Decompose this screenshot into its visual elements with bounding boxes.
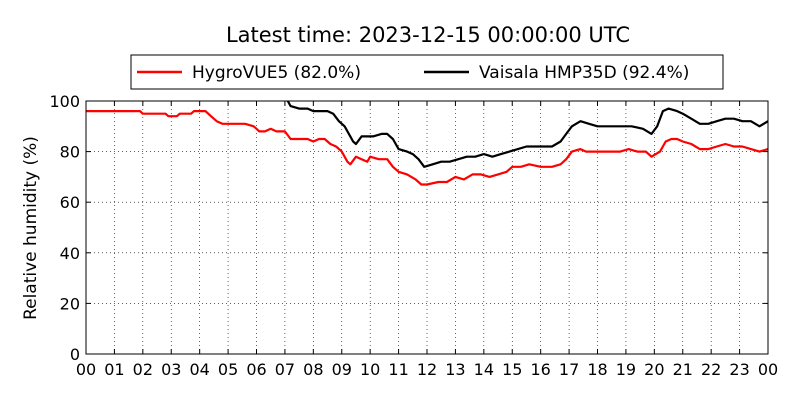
series-lines xyxy=(86,101,768,186)
y-tick-label: 40 xyxy=(60,244,80,263)
legend: HygroVUE5 (82.0%) Vaisala HMP35D (92.4%) xyxy=(130,54,724,90)
x-tick-label: 22 xyxy=(701,360,721,379)
x-tick-label: 02 xyxy=(133,360,153,379)
x-tick-label: 03 xyxy=(161,360,181,379)
x-tick-label: 00 xyxy=(758,360,778,379)
y-tick-label: 0 xyxy=(70,345,80,364)
legend-label-hygrovue: HygroVUE5 (82.0%) xyxy=(192,63,361,83)
y-axis-label: Relative humidity (%) xyxy=(21,136,41,320)
y-tick-label: 100 xyxy=(49,92,80,111)
x-tick-label: 21 xyxy=(673,360,693,379)
legend-label-vaisala: Vaisala HMP35D (92.4%) xyxy=(479,63,689,83)
y-tick-label: 60 xyxy=(60,193,80,212)
x-tick-label: 07 xyxy=(275,360,295,379)
x-tick-label: 09 xyxy=(332,360,352,379)
series-line-hygrovue5 xyxy=(86,110,768,186)
x-tick-label: 18 xyxy=(587,360,607,379)
x-tick-label: 05 xyxy=(218,360,238,379)
x-tick-label: 14 xyxy=(474,360,494,379)
x-tick-label: 04 xyxy=(189,360,209,379)
x-tick-label: 20 xyxy=(644,360,664,379)
grid xyxy=(86,101,768,354)
x-tick-label: 23 xyxy=(729,360,749,379)
x-tick-label: 11 xyxy=(388,360,408,379)
x-tick-label: 15 xyxy=(502,360,522,379)
series-line-vaisala-hmp35d xyxy=(286,101,768,168)
chart-title: Latest time: 2023-12-15 00:00:00 UTC xyxy=(226,23,630,47)
x-tick-label: 06 xyxy=(246,360,266,379)
x-tick-label: 00 xyxy=(76,360,96,379)
x-tick-label: 12 xyxy=(417,360,437,379)
x-tick-label: 10 xyxy=(360,360,380,379)
y-tick-label: 20 xyxy=(60,294,80,313)
x-tick-label: 16 xyxy=(530,360,550,379)
x-axis-ticks: 00 01 02 03 04 05 06 07 08 09 10 11 12 13 14 15 16 17 18 19… xyxy=(76,101,778,379)
y-axis-ticks: 0 20 40 60 80 100 xyxy=(49,92,768,364)
x-tick-label: 08 xyxy=(303,360,323,379)
x-tick-label: 17 xyxy=(559,360,579,379)
y-tick-label: 80 xyxy=(60,143,80,162)
plot-frame xyxy=(85,100,769,355)
x-tick-label: 13 xyxy=(445,360,465,379)
x-tick-label: 01 xyxy=(104,360,124,379)
x-tick-label: 19 xyxy=(616,360,636,379)
